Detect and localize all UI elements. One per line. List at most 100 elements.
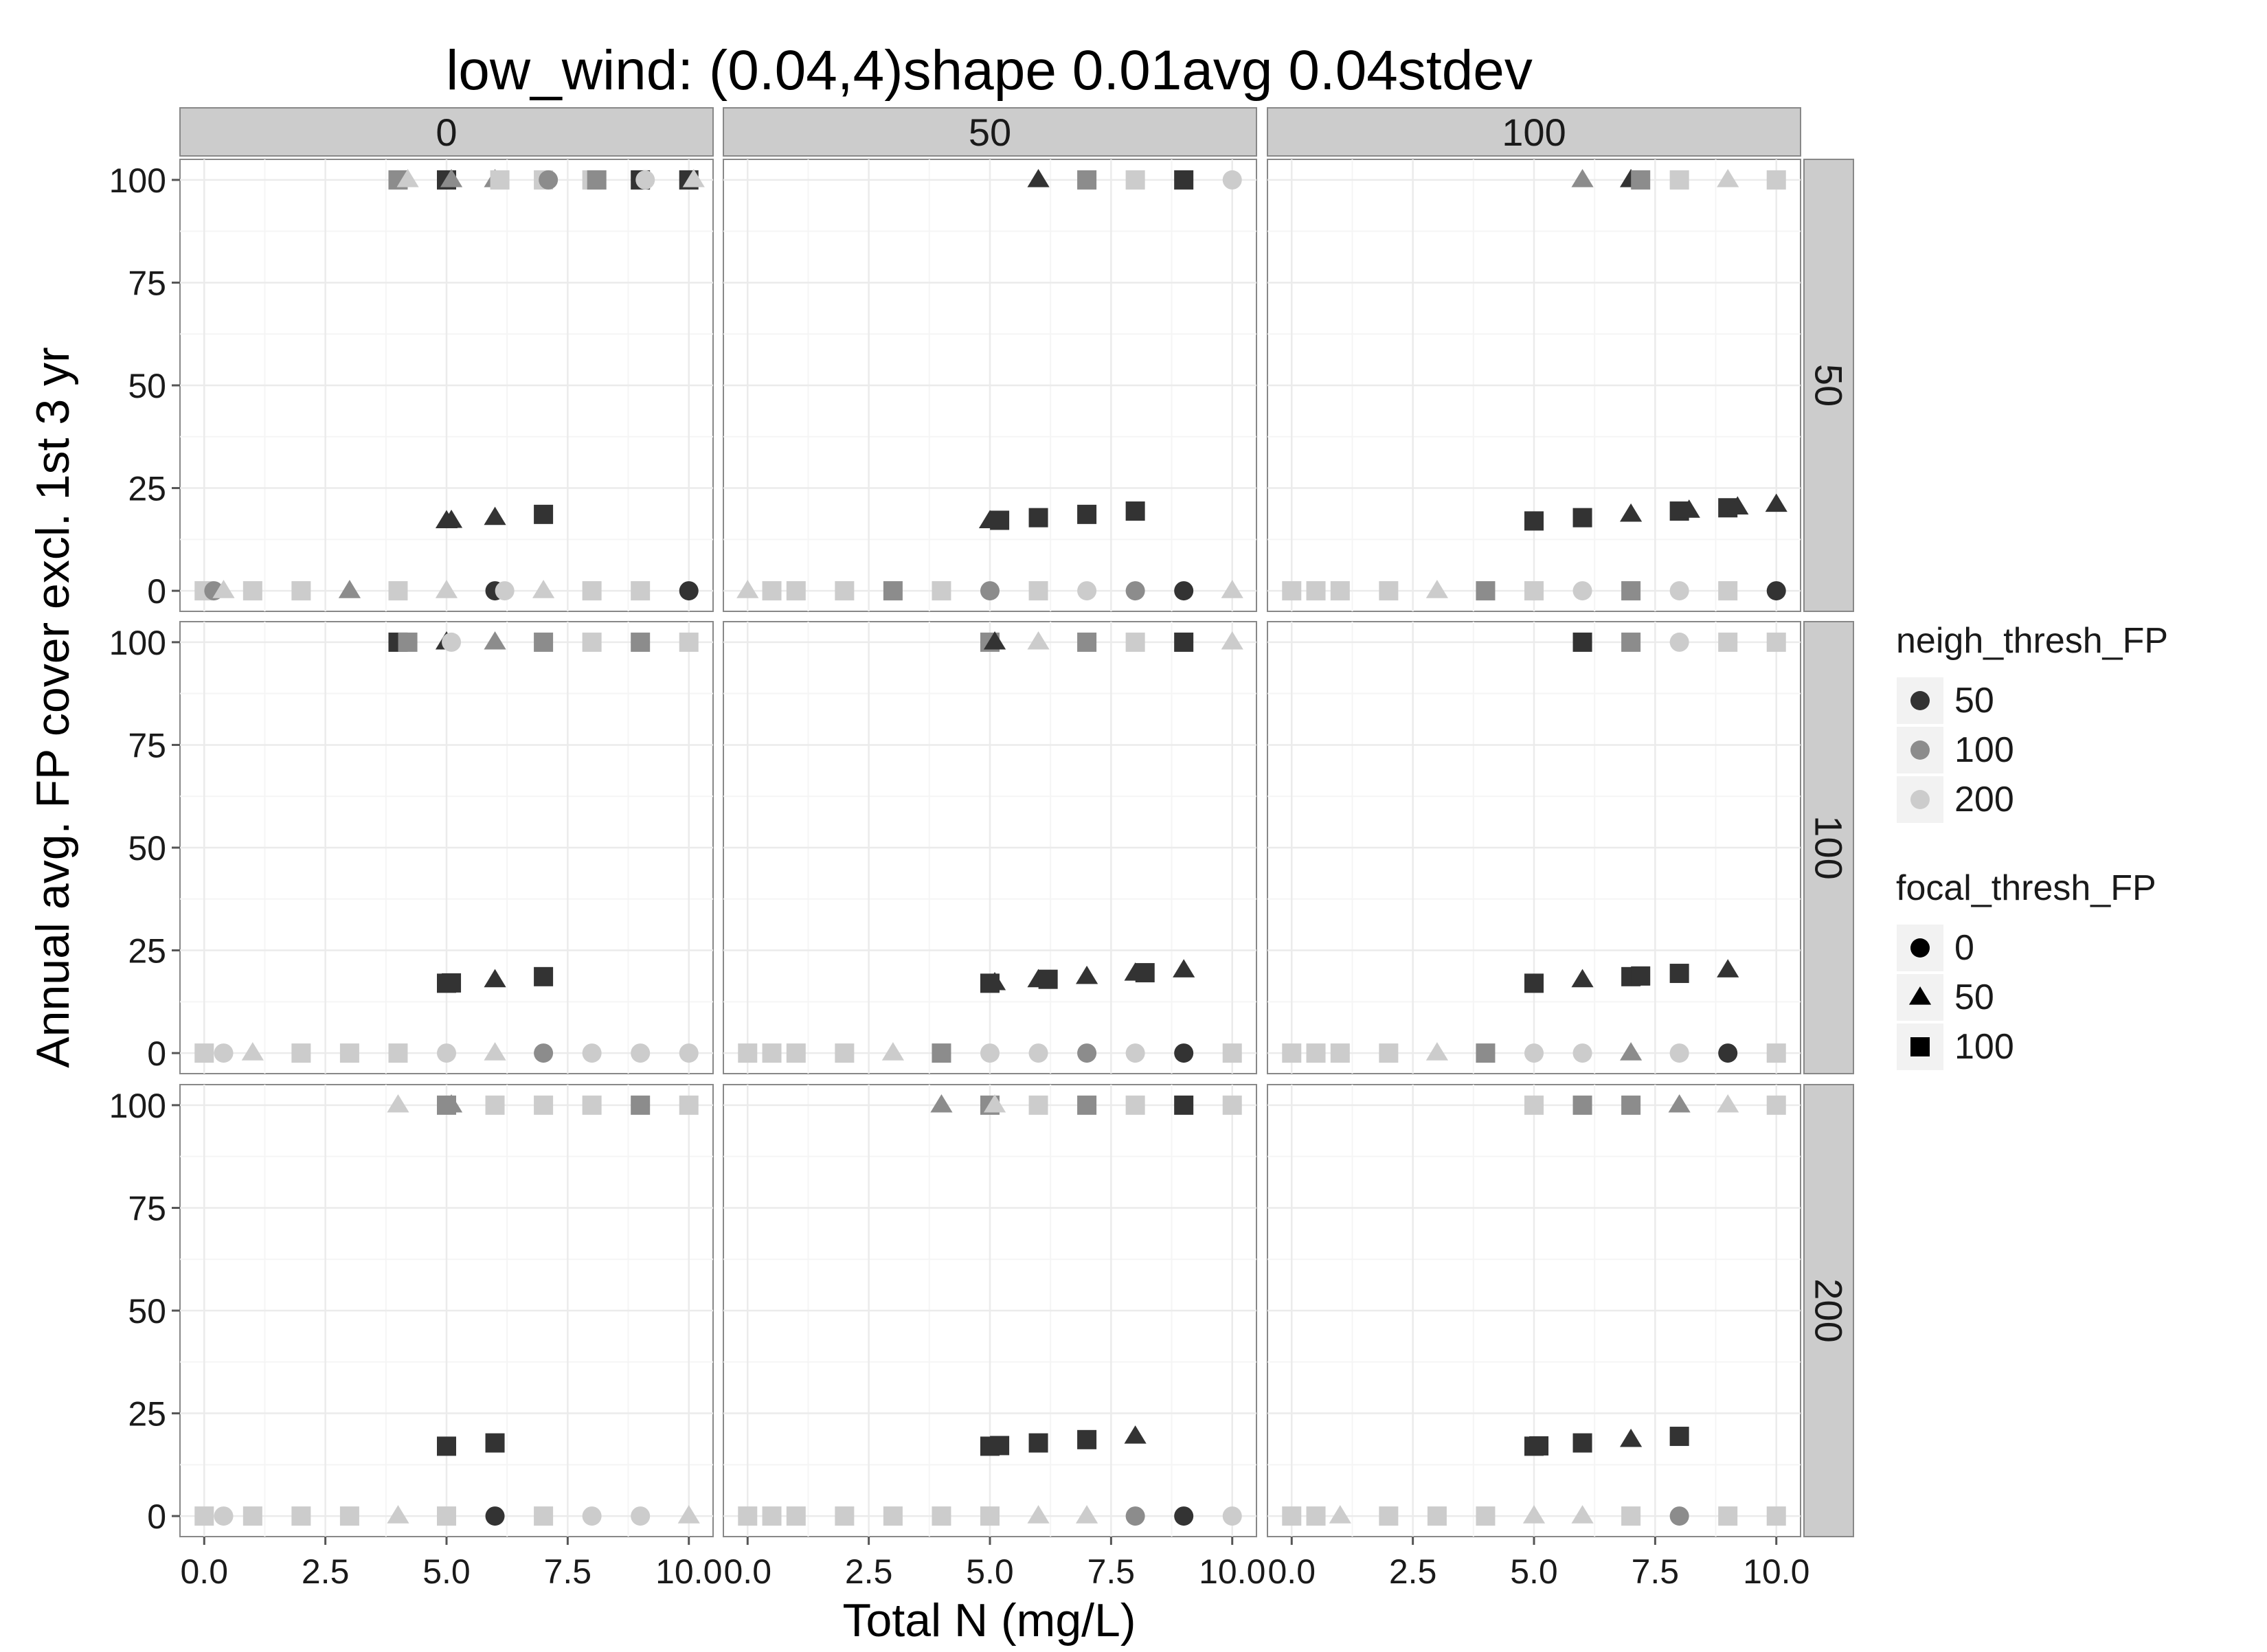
data-point bbox=[532, 580, 555, 598]
data-point bbox=[1125, 501, 1145, 521]
data-point bbox=[980, 581, 1000, 601]
y-tick-label: 25 bbox=[128, 470, 166, 508]
panel-points bbox=[1282, 168, 1787, 601]
legend-label: 0 bbox=[1954, 928, 1974, 968]
data-point bbox=[1125, 581, 1145, 601]
data-point bbox=[1621, 1095, 1641, 1115]
data-point bbox=[1766, 632, 1786, 652]
data-point bbox=[932, 1506, 951, 1526]
data-point bbox=[387, 1094, 409, 1113]
data-point bbox=[1306, 1043, 1326, 1063]
facet-strip-row-label: 100 bbox=[1807, 815, 1851, 879]
data-point bbox=[1329, 1505, 1351, 1524]
data-point bbox=[291, 1506, 311, 1526]
data-point bbox=[1282, 581, 1302, 601]
data-point bbox=[339, 1506, 359, 1526]
chart-title: low_wind: (0.04,4)shape 0.01avg 0.04stde… bbox=[446, 39, 1533, 102]
data-point bbox=[1282, 1043, 1302, 1063]
data-point bbox=[1572, 1043, 1592, 1063]
data-point bbox=[437, 1436, 456, 1456]
data-point bbox=[194, 1043, 214, 1063]
panel-points bbox=[1282, 632, 1786, 1063]
data-point bbox=[1425, 580, 1449, 598]
data-point bbox=[534, 966, 554, 986]
data-point bbox=[1524, 973, 1544, 993]
data-point bbox=[243, 581, 262, 601]
data-point bbox=[1669, 170, 1689, 190]
data-point bbox=[485, 1506, 505, 1526]
panel-points bbox=[194, 168, 705, 601]
data-point bbox=[631, 1506, 651, 1526]
data-point bbox=[1027, 168, 1050, 188]
data-point bbox=[437, 1506, 456, 1526]
data-point bbox=[1631, 170, 1651, 190]
data-point bbox=[786, 1506, 806, 1526]
data-point bbox=[534, 1043, 554, 1063]
y-tick-label: 100 bbox=[109, 1087, 166, 1125]
data-point bbox=[1572, 581, 1592, 601]
data-point bbox=[1524, 1043, 1544, 1063]
data-point bbox=[786, 1043, 806, 1063]
data-point bbox=[291, 581, 311, 601]
data-point bbox=[291, 1043, 311, 1063]
data-point bbox=[1222, 1506, 1242, 1526]
data-point bbox=[214, 1506, 234, 1526]
data-point bbox=[1476, 1506, 1496, 1526]
data-point bbox=[338, 580, 361, 598]
data-point bbox=[1425, 1042, 1449, 1061]
facet-strip-row bbox=[1803, 621, 1854, 1074]
data-point bbox=[1125, 170, 1145, 190]
data-point bbox=[1028, 1095, 1048, 1115]
panel-points bbox=[194, 631, 699, 1063]
y-tick-label: 50 bbox=[128, 367, 166, 405]
data-point bbox=[679, 581, 699, 601]
facet-strip-col-label: 0 bbox=[436, 111, 457, 154]
data-point bbox=[980, 1043, 1000, 1063]
data-point bbox=[1524, 511, 1544, 531]
facet-strip-col bbox=[723, 107, 1257, 157]
data-point bbox=[679, 1095, 699, 1115]
x-tick-label: 0.0 bbox=[724, 1552, 772, 1591]
data-point bbox=[490, 170, 510, 190]
data-point bbox=[1174, 1043, 1194, 1063]
data-point bbox=[1077, 632, 1097, 652]
facet-strip-col-label: 100 bbox=[1502, 111, 1566, 154]
y-tick-label: 0 bbox=[147, 1497, 166, 1536]
legend-title: neigh_thresh_FP bbox=[1896, 621, 2168, 661]
data-point bbox=[1174, 632, 1194, 652]
data-point bbox=[1524, 1095, 1544, 1115]
data-point bbox=[677, 1505, 700, 1524]
data-point bbox=[1621, 632, 1641, 652]
data-point bbox=[1028, 1433, 1048, 1453]
data-point bbox=[484, 506, 506, 525]
data-point bbox=[1125, 1043, 1145, 1063]
y-tick-label: 75 bbox=[128, 264, 166, 302]
data-point bbox=[835, 1043, 855, 1063]
y-tick-label: 25 bbox=[128, 932, 166, 971]
data-point bbox=[1282, 1506, 1302, 1526]
data-point bbox=[539, 170, 559, 190]
panel-points bbox=[736, 168, 1243, 601]
data-point bbox=[990, 1436, 1010, 1456]
data-point bbox=[339, 1043, 359, 1063]
x-tick-label: 5.0 bbox=[422, 1552, 471, 1591]
data-point bbox=[1669, 1043, 1689, 1063]
data-point bbox=[440, 509, 463, 528]
legend-label: 100 bbox=[1954, 730, 2014, 770]
data-point bbox=[1077, 1095, 1097, 1115]
y-tick-label: 100 bbox=[109, 624, 166, 662]
data-point bbox=[1718, 1506, 1738, 1526]
data-point bbox=[1668, 1094, 1691, 1113]
data-point bbox=[1717, 959, 1739, 977]
data-point bbox=[883, 1506, 903, 1526]
data-point bbox=[1221, 631, 1243, 650]
y-tick-label: 75 bbox=[128, 726, 166, 765]
data-point bbox=[1766, 1043, 1786, 1063]
x-tick-label: 7.5 bbox=[1087, 1552, 1136, 1591]
data-point bbox=[1174, 170, 1194, 190]
data-point bbox=[484, 631, 506, 650]
data-point bbox=[1379, 581, 1399, 601]
data-point bbox=[1572, 1095, 1592, 1115]
data-point bbox=[1522, 1505, 1546, 1524]
data-point bbox=[1524, 581, 1544, 601]
